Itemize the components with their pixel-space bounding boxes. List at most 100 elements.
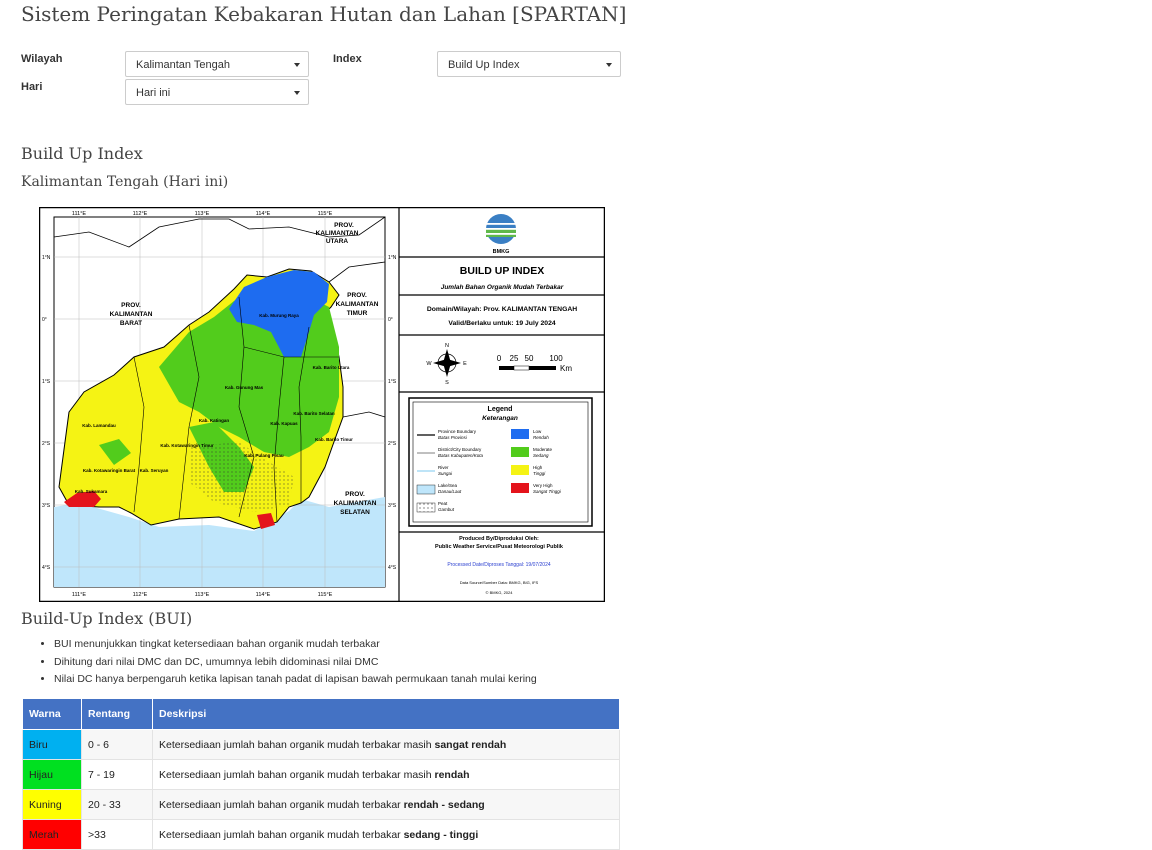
scale-label: 50 xyxy=(525,354,534,363)
map-lon-label: 114°E xyxy=(256,211,271,217)
desc-bold: rendah - sedang xyxy=(403,798,485,811)
compass-w: W xyxy=(426,361,432,367)
map-domain: Domain/Wilayah: Prov. KALIMANTAN TENGAH xyxy=(427,306,577,313)
scale-label: 25 xyxy=(510,354,519,363)
map-lon-label: 111°E xyxy=(72,592,87,598)
map-district-label: Kab. Kotawaringin Barat xyxy=(83,468,136,473)
deskripsi-cell: Ketersediaan jumlah bahan organik mudah … xyxy=(152,789,620,820)
legend-item-en: Peat xyxy=(438,501,448,506)
index-select-value: Build Up Index xyxy=(448,59,520,71)
processed-date: Processed Date/Diproses Tanggal: 19/07/2… xyxy=(447,562,551,568)
map-province-label: PROV. xyxy=(334,222,354,229)
data-source: Data Source/Sumber Data: BMKG, BIG, IFS xyxy=(460,580,539,585)
map-province-label: KALIMANTAN xyxy=(110,311,153,318)
map-district-label: Kab. Seruyan xyxy=(140,468,169,473)
bui-title: Build-Up Index (BUI) xyxy=(21,609,193,628)
rentang-cell: >33 xyxy=(81,819,153,850)
map-lon-label: 111°E xyxy=(72,211,87,217)
map-lat-label: 2°S xyxy=(388,441,397,447)
col-header-rentang: Rentang xyxy=(81,698,153,730)
map-province-label: UTARA xyxy=(326,238,349,245)
scale-unit: Km xyxy=(560,364,572,373)
hari-select[interactable]: Hari ini xyxy=(125,79,309,105)
compass-e: E xyxy=(463,361,467,367)
scale-bar: 0 25 50 100 Km xyxy=(497,354,573,373)
map-lat-label: 1°S xyxy=(42,379,51,385)
copyright: © BMKG, 2024 xyxy=(486,590,514,595)
map-province-label: PROV. xyxy=(345,491,365,498)
table-row: Hijau 7 - 19 Ketersediaan jumlah bahan o… xyxy=(22,759,620,790)
legend-subtitle: Keterangan xyxy=(482,415,518,422)
legend-title: Legend xyxy=(488,406,513,413)
map-province-label: SELATAN xyxy=(340,509,370,516)
chevron-down-icon xyxy=(606,63,612,67)
table-row: Merah >33 Ketersediaan jumlah bahan orga… xyxy=(22,819,620,850)
map-lat-label: 4°S xyxy=(388,565,397,571)
produced-org: Public Weather Service/Pusat Meteorologi… xyxy=(435,544,564,550)
map-province-label: BARAT xyxy=(120,320,142,327)
bui-bullet-list: BUI menunjukkan tingkat ketersediaan bah… xyxy=(34,636,537,689)
legend-item-id: Sangat Tinggi xyxy=(533,489,562,494)
chevron-down-icon xyxy=(294,91,300,95)
legend-item-id: Rendah xyxy=(533,435,549,440)
map-province-label: TIMUR xyxy=(347,310,368,317)
legend-swatch xyxy=(511,483,529,493)
scale-label: 0 xyxy=(497,354,502,363)
col-header-warna: Warna xyxy=(22,698,82,730)
map-lon-label: 115°E xyxy=(318,592,333,598)
map-district-label: Kab. Kapuas xyxy=(270,421,298,426)
legend-item-en: High xyxy=(533,465,543,470)
map-province-label: PROV. xyxy=(121,302,141,309)
index-select[interactable]: Build Up Index xyxy=(437,51,621,77)
wilayah-select[interactable]: Kalimantan Tengah xyxy=(125,51,309,77)
compass-s: S xyxy=(445,380,449,386)
map-district-label: Kab. Murung Raya xyxy=(259,313,299,318)
legend-item-id: Batas Provinsi xyxy=(438,435,468,440)
map-lat-label: 2°S xyxy=(42,441,51,447)
legend-item-en: Low xyxy=(533,429,542,434)
map-lat-label: 1°N xyxy=(42,255,51,261)
desc-bold: sangat rendah xyxy=(434,738,507,751)
map-province-label: PROV. xyxy=(347,292,367,299)
map-lat-label: 0° xyxy=(42,317,47,323)
bui-bullet: BUI menunjukkan tingkat ketersediaan bah… xyxy=(54,636,537,654)
legend-item-en: Very High xyxy=(533,483,553,488)
map-province-label: KALIMANTAN xyxy=(316,230,359,237)
legend-item-id: Gambut xyxy=(438,507,455,512)
legend-item-id: Sungai xyxy=(438,471,453,476)
wilayah-select-value: Kalimantan Tengah xyxy=(136,59,230,71)
map-lat-label: 4°S xyxy=(42,565,51,571)
compass-icon: N E S W xyxy=(426,343,467,386)
map-lat-label: 3°S xyxy=(42,503,51,509)
section-title: Build Up Index xyxy=(21,144,143,163)
col-header-deskripsi: Deskripsi xyxy=(152,698,620,730)
map-district-label: Kab. Pulang Pisau xyxy=(244,453,284,458)
rentang-cell: 7 - 19 xyxy=(81,759,153,790)
desc-text: Ketersediaan jumlah bahan organik mudah … xyxy=(159,768,435,781)
legend-item-en: Province Boundary xyxy=(438,429,477,434)
legend-item-en: Lake/Sea xyxy=(438,483,458,488)
bui-bullet: Dihitung dari nilai DMC dan DC, umumnya … xyxy=(54,654,537,672)
map-lon-label: 113°E xyxy=(195,592,210,598)
map-district-label: Kab. Sukamara xyxy=(75,489,108,494)
map-district-label: Kab. Lamandau xyxy=(82,423,116,428)
page-title: Sistem Peringatan Kebakaran Hutan dan La… xyxy=(21,2,627,26)
legend-swatch xyxy=(511,447,529,457)
map-lat-label: 3°S xyxy=(388,503,397,509)
bui-table: Warna Rentang Deskripsi Biru 0 - 6 Keter… xyxy=(22,698,620,850)
map-district-label: Kab. Kotawaringin Timur xyxy=(160,443,213,448)
legend-item-id: Tinggi xyxy=(533,471,546,476)
index-label: Index xyxy=(333,53,362,65)
table-row: Biru 0 - 6 Ketersediaan jumlah bahan org… xyxy=(22,729,620,760)
map-district-label: Kab. Barito Selatan xyxy=(293,411,335,416)
produced-by: Produced By/Diproduksi Oleh: xyxy=(459,536,539,542)
deskripsi-cell: Ketersediaan jumlah bahan organik mudah … xyxy=(152,759,620,790)
map-subtitle: Jumlah Bahan Organik Mudah Terbakar xyxy=(441,284,564,291)
map-district-label: Kab. Barito Timur xyxy=(315,437,353,442)
bui-bullet: Nilai DC hanya berpengaruh ketika lapisa… xyxy=(54,671,537,689)
chevron-down-icon xyxy=(294,63,300,67)
hari-select-value: Hari ini xyxy=(136,87,171,99)
map-lon-label: 113°E xyxy=(195,211,210,217)
warna-cell: Hijau xyxy=(22,759,82,790)
map-district-label: Kab. Barito Utara xyxy=(313,365,350,370)
